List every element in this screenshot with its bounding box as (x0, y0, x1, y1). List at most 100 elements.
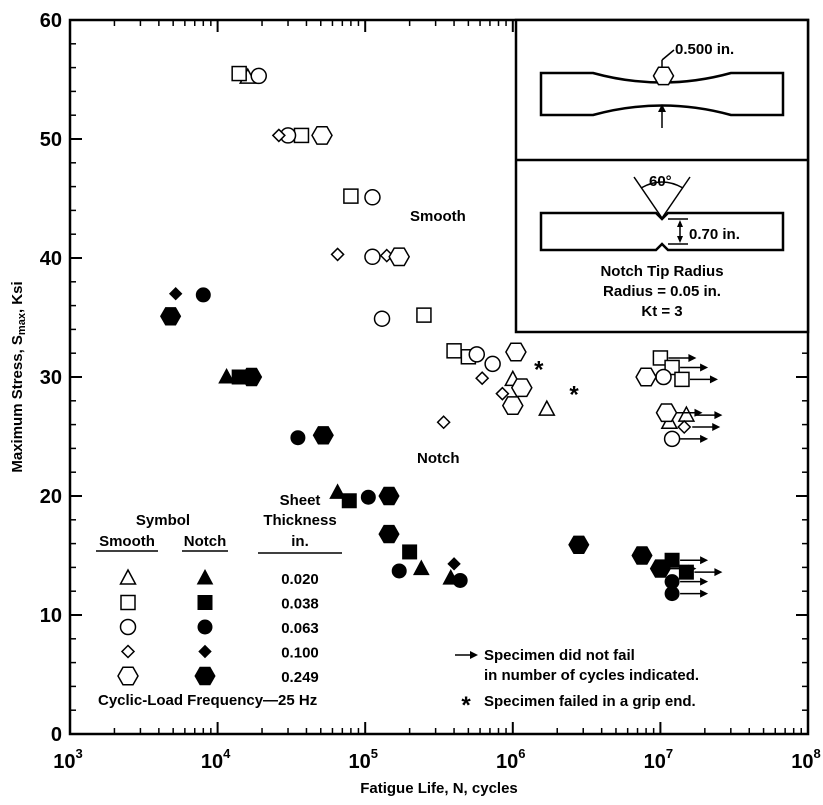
legend-header-smooth: Smooth (99, 533, 155, 550)
x-tick-exponent: 8 (814, 746, 821, 761)
legend-header-thickness: Thickness (263, 512, 336, 529)
smooth-dim-label: 0.500 in. (675, 41, 734, 58)
x-axis-title: Fatigue Life, N, cycles (360, 780, 518, 797)
notch-point-0_249 (160, 307, 182, 326)
smooth-point-0_249 (501, 396, 524, 415)
notch-point-0_100 (168, 286, 183, 301)
data-marks: ** (160, 65, 723, 602)
smooth-point-0_038 (343, 188, 359, 204)
grip-failure-point: * (534, 357, 544, 384)
y-axis-title: Maximum Stress, Smax, Ksi (9, 281, 28, 472)
smooth-point-0_063 (468, 346, 486, 363)
grip-failure-point: * (569, 382, 579, 409)
y-tick-label: 40 (40, 248, 62, 270)
notch-point-0_063 (391, 563, 407, 579)
notch-point-0_063 (664, 586, 680, 602)
x-tick-base: 10 (53, 751, 75, 773)
x-tick-label: 107 (644, 746, 673, 773)
legend-rows: 0.020 0.038 0.063 0.100 0.249 (117, 568, 319, 686)
grip-note: Specimen failed in a grip end. (484, 693, 696, 710)
smooth-point-0_038 (652, 350, 669, 366)
y-tick-labels: 0 10 20 30 40 50 60 (40, 10, 62, 746)
legend-frequency: Cyclic-Load Frequency—25 Hz (98, 692, 317, 709)
x-tick-label: 103 (53, 746, 82, 773)
notch-point-0_063 (290, 430, 306, 446)
runout-arrowhead (714, 411, 723, 420)
legend-notch-marker (197, 595, 213, 610)
notch-point-0_038 (402, 544, 418, 560)
x-tick-base: 10 (791, 751, 813, 773)
notch-point-0_020 (412, 559, 430, 576)
x-tick-base: 10 (201, 751, 223, 773)
legend-thickness-label: 0.020 (281, 571, 319, 588)
notch-angle-label: 60° (649, 173, 672, 190)
runout-note-line1: Specimen did not fail (484, 647, 635, 664)
legend: Sheet Symbol Thickness Smooth Notch in. … (96, 492, 699, 719)
legend-smooth-marker (119, 568, 137, 585)
x-tick-labels: 103 104 105 106 107 108 (53, 746, 820, 773)
angle-arc (640, 181, 684, 189)
runout-arrowhead (700, 434, 709, 443)
notch-point-0_249 (241, 367, 263, 387)
runout-arrowhead (694, 408, 703, 417)
runout-arrowhead (709, 375, 718, 384)
notch-group-label: Notch (417, 450, 460, 467)
smooth-point-0_038 (674, 371, 690, 388)
notch-point-0_063 (195, 287, 211, 303)
notch-point-0_100 (447, 557, 461, 571)
legend-header-unit: in. (291, 533, 309, 550)
notch-note-line3: Kt = 3 (641, 303, 682, 320)
x-tick-exponent: 4 (223, 746, 231, 761)
runout-arrowhead (700, 577, 709, 586)
runout-arrowhead (688, 564, 697, 573)
smooth-point-0_063 (373, 310, 391, 327)
smooth-point-0_020 (538, 399, 556, 416)
smooth-point-0_100 (436, 415, 451, 430)
smooth-point-0_063 (250, 67, 267, 85)
notch-dim-label: 0.70 in. (689, 226, 740, 243)
y-tick-label: 0 (51, 724, 62, 746)
smooth-point-0_249 (655, 403, 678, 423)
legend-header-notch: Notch (184, 533, 227, 550)
legend-thickness-label: 0.038 (281, 596, 319, 613)
legend-smooth-marker (120, 644, 136, 659)
y-axis-title-main: Maximum Stress, S (9, 335, 26, 473)
smooth-point-0_100 (495, 386, 510, 401)
notch-point-0_249 (649, 559, 671, 578)
notch-point-0_249 (312, 426, 334, 445)
legend-thickness-label: 0.063 (281, 620, 319, 637)
x-tick-exponent: 6 (518, 746, 525, 761)
smooth-point-0_100 (677, 419, 692, 435)
smooth-point-0_038 (416, 307, 432, 323)
x-tick-label: 105 (348, 746, 377, 773)
dim-leader (661, 49, 675, 61)
smooth-point-0_063 (364, 189, 381, 206)
x-tick-label: 108 (791, 746, 820, 773)
y-axis-title-sub: max (16, 312, 28, 335)
legend-smooth-marker (119, 618, 137, 636)
smooth-point-0_249 (388, 247, 411, 267)
smooth-point-0_038 (231, 65, 247, 82)
notch-dim-arrowheads (677, 220, 683, 243)
smooth-point-0_063 (655, 368, 672, 386)
y-tick-label: 30 (40, 367, 62, 389)
x-tick-exponent: 7 (666, 746, 673, 761)
legend-header-sheet: Sheet (280, 492, 321, 509)
x-tick-label: 104 (201, 746, 231, 773)
y-axis-title-unit: , Ksi (9, 281, 26, 313)
legend-notch-marker (194, 666, 216, 686)
runout-note-line2: in number of cycles indicated. (484, 667, 699, 684)
notch-point-0_063 (360, 489, 376, 505)
notch-point-0_020 (218, 367, 235, 384)
notch-note-line2: Radius = 0.05 in. (603, 283, 721, 300)
notch-angle-line-left (633, 176, 663, 219)
notch-note-line1: Notch Tip Radius (600, 263, 723, 280)
x-tick-base: 10 (644, 751, 666, 773)
notch-angle-line-right (661, 176, 691, 219)
smooth-point-0_249 (635, 367, 657, 387)
notch-specimen-drawing (539, 211, 785, 252)
smooth-point-0_100 (330, 247, 345, 262)
notch-point-0_063 (452, 572, 468, 588)
legend-smooth-marker (120, 594, 136, 611)
